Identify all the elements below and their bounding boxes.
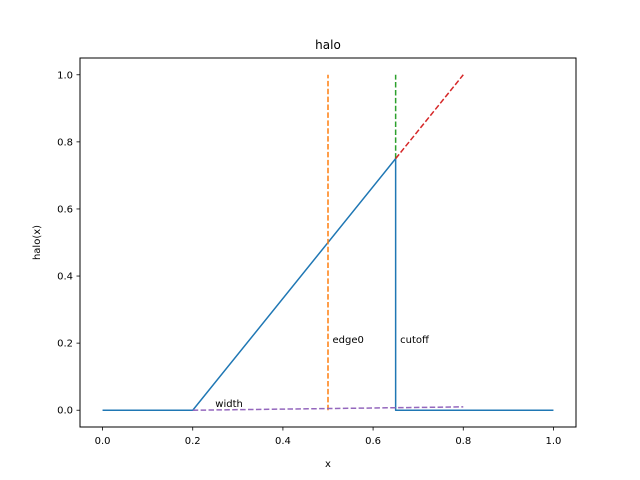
series-width-line [192,406,464,411]
y-axis: 0.0 0.2 0.4 0.6 0.8 1.0 [57,70,80,417]
plot-lines [102,74,554,411]
x-tick-label: 0.2 [185,436,201,447]
x-tick-label: 0.4 [275,436,291,447]
y-tick-label: 0.2 [57,339,73,350]
y-tick-label: 1.0 [57,70,73,81]
plot-frame [79,57,577,428]
y-tick-label: 0.0 [57,406,73,417]
x-tick-label: 1.0 [546,436,562,447]
x-tick-label: 0.0 [95,436,111,447]
y-tick-label: 0.6 [57,204,73,215]
y-tick-label: 0.4 [57,272,73,283]
y-tick-label: 0.8 [57,137,73,148]
series-ramp-extension-line [395,74,464,160]
x-axis-label: x [325,459,331,470]
y-axis-label: halo(x) [32,225,43,260]
x-tick-label: 0.6 [365,436,381,447]
chart-title: halo [315,38,341,52]
annotation-width: width [215,399,243,410]
annotations: edge0 cutoff width [215,335,430,410]
x-tick-label: 0.8 [455,436,471,447]
annotation-cutoff: cutoff [400,335,430,346]
x-axis: 0.0 0.2 0.4 0.6 0.8 1.0 [95,427,562,447]
annotation-edge0: edge0 [333,335,364,346]
